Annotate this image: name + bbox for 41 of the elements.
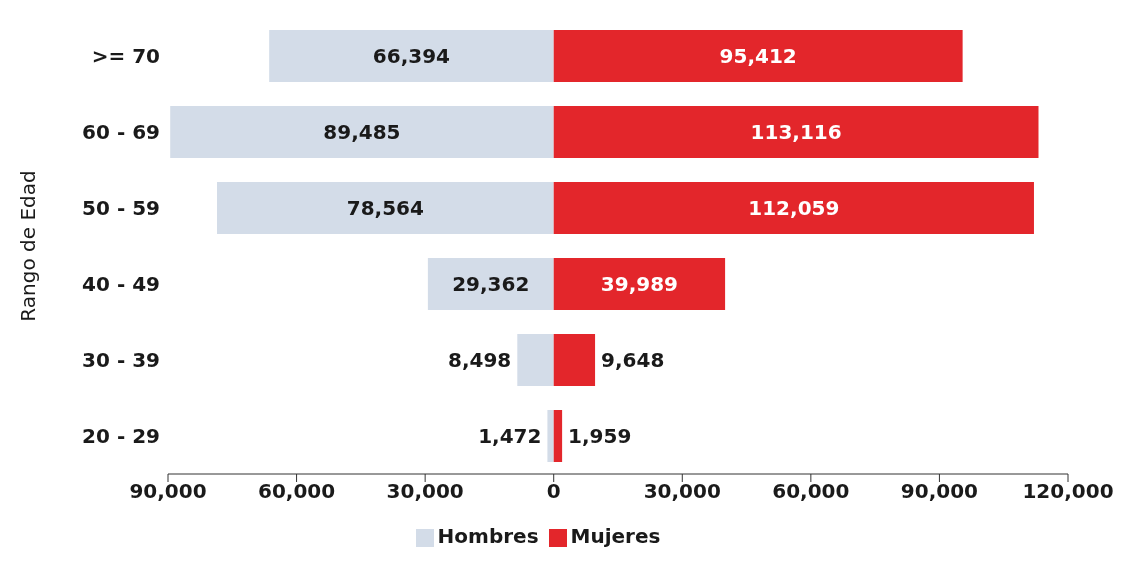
y-tick-label: >= 70 (91, 44, 160, 69)
y-tick-label: 40 - 49 (82, 272, 160, 297)
legend-label: Mujeres (570, 524, 661, 548)
y-tick-label: 60 - 69 (82, 120, 160, 145)
bar (553, 182, 1034, 234)
bar (553, 30, 963, 82)
x-tick-label: 30,000 (643, 479, 721, 504)
x-tick-label: 60,000 (772, 479, 850, 504)
bar (547, 410, 554, 462)
x-tick-label: 60,000 (257, 479, 336, 504)
data-label: 39,989 (600, 272, 678, 296)
data-label: 78,564 (346, 196, 424, 220)
x-tick-label: 90,000 (129, 479, 207, 504)
data-label: 112,059 (748, 196, 840, 220)
y-tick-label: 30 - 39 (82, 348, 160, 373)
legend-label: Hombres (437, 524, 539, 548)
bar (427, 258, 554, 310)
data-label: 113,116 (750, 120, 842, 144)
data-label: 1,959 (568, 424, 632, 448)
bar (553, 334, 596, 386)
x-tick-label: 30,000 (386, 479, 464, 504)
y-tick-label: 50 - 59 (82, 196, 160, 221)
bar (170, 106, 554, 158)
data-label: 1,472 (478, 424, 542, 448)
bar (553, 106, 1039, 158)
data-label: 66,394 (372, 44, 451, 68)
data-label: 8,498 (448, 348, 512, 372)
bar (553, 258, 726, 310)
bar (553, 410, 563, 462)
x-tick-label: 120,000 (1022, 479, 1114, 504)
data-label: 95,412 (719, 44, 797, 68)
x-tick-label: 0 (546, 479, 561, 504)
data-label: 29,362 (452, 272, 530, 296)
bar (217, 182, 554, 234)
data-label: 9,648 (601, 348, 665, 372)
bar (269, 30, 554, 82)
bar (517, 334, 554, 386)
data-label: 89,485 (323, 120, 401, 144)
y-axis-title: Rango de Edad (16, 170, 41, 322)
y-tick-label: 20 - 29 (82, 424, 160, 449)
x-tick-label: 90,000 (900, 479, 979, 504)
